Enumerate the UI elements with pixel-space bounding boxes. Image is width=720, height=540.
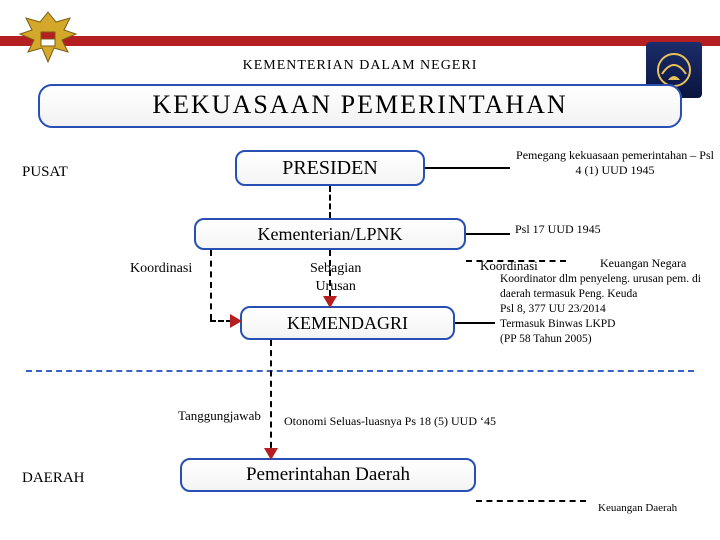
connector-presiden-kementerian (329, 186, 331, 218)
node-presiden: PRESIDEN (235, 150, 425, 186)
note-presiden: Pemegang kekuasaan pemerintahan – Psl 4 … (515, 148, 715, 178)
ministry-name: KEMENTERIAN DALAM NEGERI (0, 58, 720, 74)
node-kementerian: Kementerian/LPNK (194, 218, 466, 250)
connector-kementerian-note (466, 233, 510, 235)
connector-koordinasi-left-v (210, 250, 212, 320)
connector-presiden-note (425, 167, 510, 169)
arrow-right-koordinasi (230, 314, 242, 328)
connector-kemendagri-pemda (270, 340, 272, 458)
label-sebagian-urusan: Sebagian Urusan (310, 260, 361, 295)
pusat-daerah-separator (26, 370, 694, 372)
note-kementerian: Psl 17 UUD 1945 (515, 222, 601, 237)
arrow-down-to-kemendagri (323, 296, 337, 308)
label-sebagian: Sebagian (310, 261, 361, 276)
label-urusan: Urusan (315, 279, 355, 294)
note-kemendagri: Koordinator dlm penyeleng. urusan pem. d… (500, 272, 710, 347)
node-kemendagri: KEMENDAGRI (240, 306, 455, 340)
label-pusat: PUSAT (22, 164, 68, 181)
connector-pemda-keudaerah (476, 500, 586, 502)
page-title: KEKUASAAN PEMERINTAHAN (38, 84, 682, 128)
connector-kemendagri-note (455, 322, 495, 324)
label-daerah: DAERAH (22, 470, 85, 487)
label-keuangan-negara: Keuangan Negara (600, 256, 686, 271)
header-red-bar (0, 36, 720, 46)
note-otonomi: Otonomi Seluas-luasnya Ps 18 (5) UUD ‘45 (280, 414, 500, 429)
label-keuangan-daerah: Keuangan Daerah (598, 502, 677, 516)
label-koordinasi-left: Koordinasi (130, 260, 192, 278)
connector-koordinasi-right (466, 260, 566, 262)
node-pemerintahan-daerah: Pemerintahan Daerah (180, 458, 476, 492)
label-tanggungjawab: Tanggungjawab (178, 408, 261, 424)
arrow-down-to-pemda (264, 448, 278, 460)
